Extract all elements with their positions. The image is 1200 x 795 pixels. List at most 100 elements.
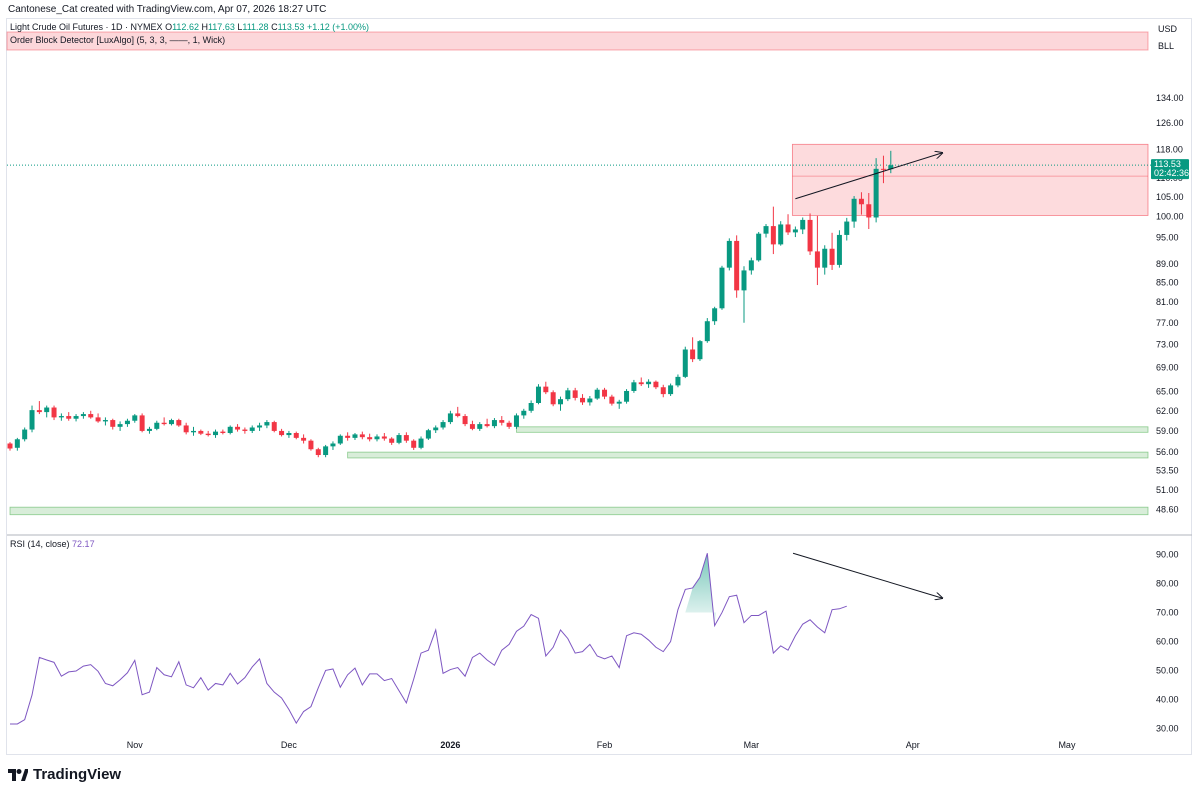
- candle: [80, 412, 86, 419]
- candle: [146, 426, 152, 434]
- price-tick-label: 73.00: [1156, 339, 1179, 349]
- candle-body: [205, 433, 211, 436]
- candle-body: [543, 386, 549, 393]
- candle-body: [425, 430, 431, 439]
- candle-body: [558, 399, 563, 405]
- candle-body: [359, 434, 365, 438]
- candle: [506, 420, 512, 429]
- candle-body: [433, 427, 439, 431]
- candle-body: [499, 420, 505, 423]
- candle: [403, 432, 409, 443]
- price-tick-label: 48.60: [1156, 505, 1179, 515]
- candle: [425, 428, 431, 440]
- candle-body: [381, 436, 387, 439]
- rsi-tick-label: 30.00: [1156, 723, 1179, 733]
- candle: [242, 427, 248, 434]
- candle: [36, 401, 42, 415]
- close-value: 113.53: [277, 22, 305, 32]
- candle: [880, 155, 886, 184]
- candle: [756, 231, 762, 262]
- candle: [565, 387, 571, 402]
- time-tick-label: Nov: [127, 740, 144, 750]
- candle: [638, 377, 644, 387]
- indicator-legend[interactable]: Order Block Detector [LuxAlgo] (5, 3, 3,…: [10, 35, 226, 45]
- candle: [235, 424, 241, 432]
- candle: [95, 413, 101, 423]
- candle: [7, 442, 13, 451]
- candle: [73, 414, 79, 422]
- candle: [748, 257, 754, 275]
- candle-body: [249, 427, 255, 431]
- candle-body: [279, 430, 285, 436]
- price-tick-label: 126.00: [1156, 118, 1184, 128]
- symbol-name[interactable]: Light Crude Oil Futures · 1D · NYMEX: [10, 22, 163, 32]
- candle: [352, 432, 358, 440]
- candle: [176, 418, 182, 427]
- candle: [198, 429, 204, 436]
- candle: [58, 413, 64, 421]
- candle-body: [873, 168, 879, 218]
- candle: [858, 192, 864, 215]
- candle: [513, 413, 519, 429]
- tradingview-logo[interactable]: TradingView: [8, 766, 121, 783]
- candle-body: [330, 443, 336, 447]
- candle: [822, 245, 828, 275]
- candle-body: [653, 381, 659, 388]
- candle-body: [609, 396, 615, 404]
- candle-body: [462, 416, 468, 425]
- close-label: C: [271, 22, 278, 32]
- candle: [14, 437, 20, 451]
- candle: [719, 265, 725, 310]
- candle-body: [631, 382, 637, 391]
- candle-body: [411, 440, 417, 448]
- candle: [851, 196, 857, 228]
- candle-body: [29, 410, 35, 430]
- candle-body: [594, 389, 600, 399]
- candle: [697, 340, 703, 361]
- rsi-pane: [10, 552, 942, 725]
- candle-body: [602, 389, 608, 397]
- candle: [873, 158, 879, 223]
- candle: [741, 266, 747, 323]
- high-label: H: [201, 22, 208, 32]
- candle-body: [469, 424, 475, 429]
- candle: [161, 417, 167, 426]
- candle: [447, 410, 453, 425]
- candle-body: [513, 415, 519, 427]
- candle-body: [866, 204, 872, 218]
- candle: [609, 394, 615, 406]
- candle: [792, 226, 798, 238]
- candle: [110, 418, 116, 430]
- price-tick-label: 56.00: [1156, 447, 1179, 457]
- candle-body: [95, 417, 101, 422]
- candle-body: [712, 308, 718, 322]
- candle-body: [102, 420, 108, 422]
- candle-body: [367, 437, 373, 440]
- candle: [646, 379, 652, 388]
- last-price-box-bg: [1151, 159, 1189, 180]
- candle: [367, 433, 373, 442]
- candle-body: [352, 434, 358, 438]
- candle-body: [315, 449, 321, 456]
- candle-body: [726, 240, 732, 268]
- candle: [550, 390, 556, 407]
- price-tick-label: 53.50: [1156, 466, 1179, 476]
- candle: [66, 412, 72, 421]
- candle-body: [418, 438, 424, 448]
- candle-body: [521, 410, 527, 416]
- candle: [587, 395, 593, 406]
- rsi-legend[interactable]: RSI (14, close) 72.17: [10, 539, 95, 549]
- price-pane: [6, 31, 1152, 516]
- currency-label[interactable]: USD: [1158, 24, 1178, 34]
- candle-body: [646, 381, 652, 385]
- rsi-line: [10, 553, 847, 725]
- candle: [770, 206, 776, 255]
- candle-body: [528, 402, 534, 411]
- axes: 134.00126.00118.00110.00105.00100.0095.0…: [7, 93, 1192, 750]
- candle: [359, 431, 365, 440]
- candle: [785, 214, 791, 235]
- candle: [624, 389, 630, 404]
- unit-label[interactable]: BLL: [1158, 41, 1175, 51]
